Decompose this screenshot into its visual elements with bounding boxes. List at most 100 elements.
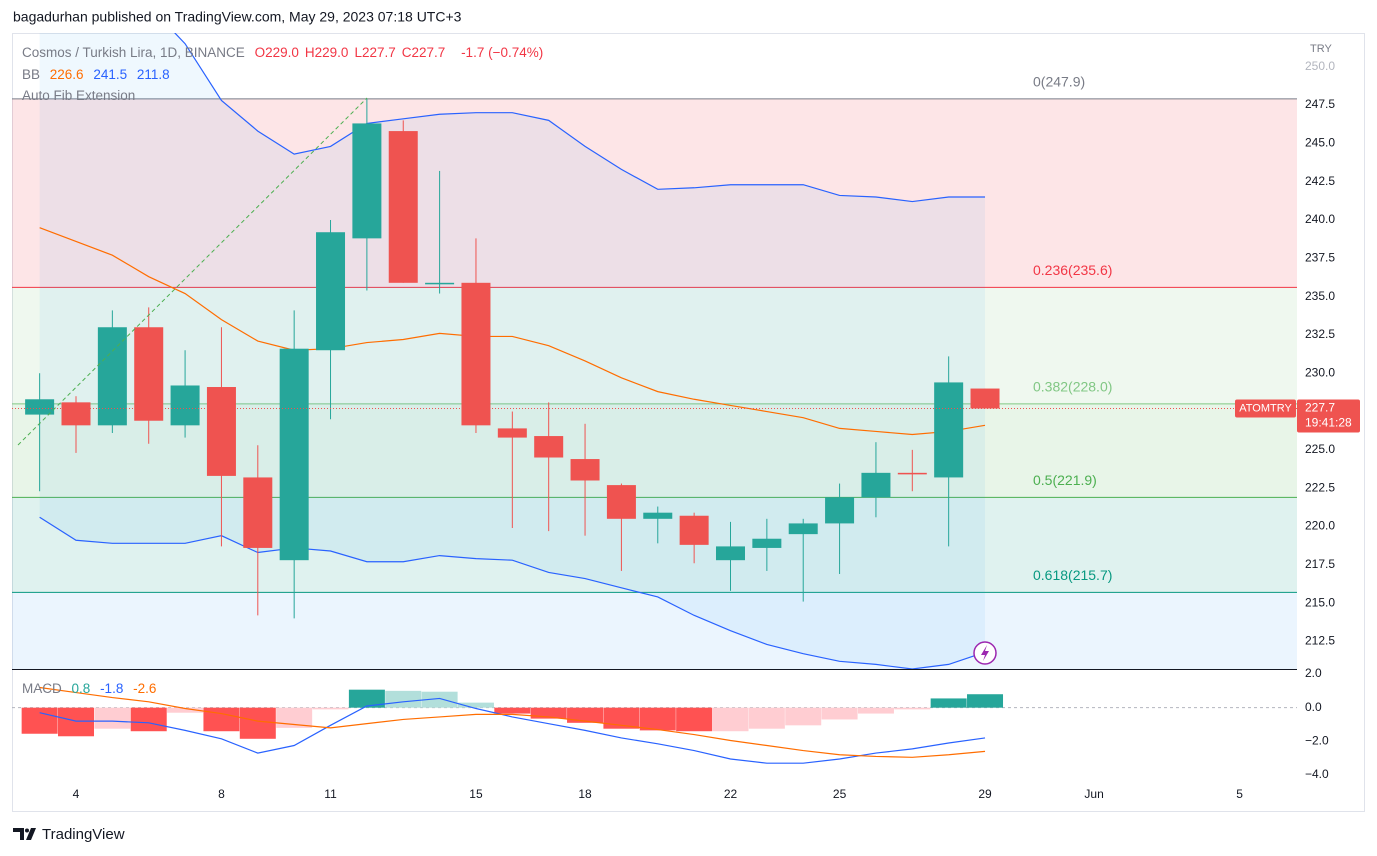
bb-fill: [39, 33, 986, 669]
candle-body: [788, 523, 818, 535]
macd-line: [39, 686, 986, 758]
change: -1.7 (−0.74%): [461, 45, 544, 60]
x-tick-label: 15: [469, 787, 483, 801]
macd-histogram-bar: [603, 707, 640, 729]
macd-histogram-bar: [712, 707, 749, 732]
alert-bolt[interactable]: [981, 645, 989, 661]
bb-name: BB: [22, 67, 41, 82]
fib-zone: [12, 592, 1297, 669]
y-tick-label: 237.5: [1305, 250, 1335, 264]
y-tick-label: 212.5: [1305, 634, 1335, 648]
ohlc-key: O: [254, 45, 266, 60]
macd-histogram-bar: [57, 707, 94, 737]
candle-body: [643, 512, 673, 519]
y-tick-label: 247.5: [1305, 97, 1335, 111]
macd-legend: MACD 0.8 -1.8 -2.6: [22, 681, 162, 696]
macd-histogram-bar: [857, 707, 894, 714]
fib-level-label: 0.5(221.9): [1033, 472, 1097, 488]
fib-legend: Auto Fib Extension: [22, 88, 136, 103]
logo-mark: [13, 828, 36, 840]
candle-body: [316, 232, 346, 351]
macd-histogram-bar: [894, 707, 931, 710]
candle-body: [279, 348, 309, 561]
alert-icon[interactable]: [973, 641, 997, 665]
axes: 0(247.9) 0.236(235.6) 0.382(228.0) 0.5(221.…: [73, 43, 1360, 801]
candle-body: [570, 459, 600, 481]
price-tag-bg: [1297, 399, 1360, 433]
macd-histogram-bar: [494, 707, 531, 714]
y-tick-label: 245.0: [1305, 136, 1335, 150]
symbol-tag: ATOMTRY: [1239, 402, 1292, 414]
macd-histogram-bar: [21, 707, 58, 734]
macd-histogram-bar: [276, 707, 313, 728]
y-tick-label: 225.0: [1305, 442, 1335, 456]
bb-line: [39, 227, 986, 436]
candle-body: [388, 131, 418, 283]
x-tick-label: 25: [833, 787, 847, 801]
brand-name: TradingView: [42, 826, 125, 843]
macd-histogram-bar: [239, 707, 276, 739]
candle-body: [425, 282, 455, 285]
x-tick-label: 11: [324, 787, 337, 801]
candle-body: [134, 327, 164, 421]
fib-level-label: 0.236(235.6): [1033, 262, 1112, 278]
macd-histogram-bar: [530, 707, 567, 719]
x-tick-label: 29: [978, 787, 992, 801]
ohlc-value: 229.0: [265, 45, 299, 60]
y-tick-label: 215.0: [1305, 595, 1335, 609]
macd-histogram-bar: [785, 707, 822, 726]
x-tick-label: 4: [73, 787, 80, 801]
candle-body: [970, 388, 1000, 409]
fib-zone: [12, 98, 1297, 288]
macd-y-tick-label: −4.0: [1305, 767, 1329, 781]
candle-body: [825, 497, 855, 524]
macd-hist: 0.8: [71, 681, 91, 696]
y-tick-label: 235.0: [1305, 289, 1335, 303]
macd-name: MACD: [22, 681, 62, 696]
x-tick-label: 5: [1236, 787, 1243, 801]
y-tick-label: 222.5: [1305, 480, 1335, 494]
candle-body: [497, 428, 527, 438]
frame: [12, 33, 1365, 812]
macd-histogram-bar: [94, 707, 131, 729]
macd-y-tick-label: 0.0: [1305, 700, 1322, 714]
candle-body: [170, 385, 200, 426]
currency-label: TRY: [1310, 43, 1332, 55]
y-tick-label: 230.0: [1305, 365, 1335, 379]
macd-histogram-bar: [967, 694, 1004, 708]
macd-histogram-bar: [130, 707, 167, 732]
candle-body: [206, 387, 236, 476]
price-tag: 227.7: [1305, 401, 1335, 415]
macd-histogram-bar: [639, 707, 676, 731]
candle-body: [461, 282, 491, 426]
macd-signal: -2.6: [133, 681, 157, 696]
countdown: 19:41:28: [1305, 416, 1352, 430]
y-tick-label: 242.5: [1305, 174, 1335, 188]
bb-legend: BB 226.6 241.5 211.8: [22, 67, 176, 82]
macd-histogram-bar: [748, 707, 785, 729]
symbol-legend: Cosmos / Turkish Lira, 1D, BINANCE O229.…: [22, 45, 549, 60]
macd-histogram-bar: [930, 698, 967, 708]
y-tick-label: 220.0: [1305, 519, 1335, 533]
candle-body: [97, 327, 127, 426]
macd-pane: [12, 686, 1297, 764]
macd-line: [39, 697, 986, 764]
fib-zone: [12, 287, 1297, 404]
bb-upper: 241.5: [93, 67, 128, 82]
candle-body: [61, 402, 91, 426]
ohlc-value: 229.0: [314, 45, 349, 60]
macd-histogram-bar: [167, 707, 204, 713]
candle-body: [861, 472, 891, 498]
candle-body: [606, 485, 636, 519]
y-tick-label: 250.0: [1305, 59, 1335, 73]
x-tick-label: 22: [724, 787, 738, 801]
x-tick-label: 18: [578, 787, 592, 801]
bb-line: [39, 516, 986, 669]
macd-histogram-bar: [385, 690, 422, 708]
macd-histogram-bar: [203, 707, 240, 732]
candle-body: [243, 477, 273, 548]
candle-body: [352, 123, 382, 239]
candle-body: [679, 515, 709, 545]
macd-histogram-bar: [348, 689, 385, 708]
